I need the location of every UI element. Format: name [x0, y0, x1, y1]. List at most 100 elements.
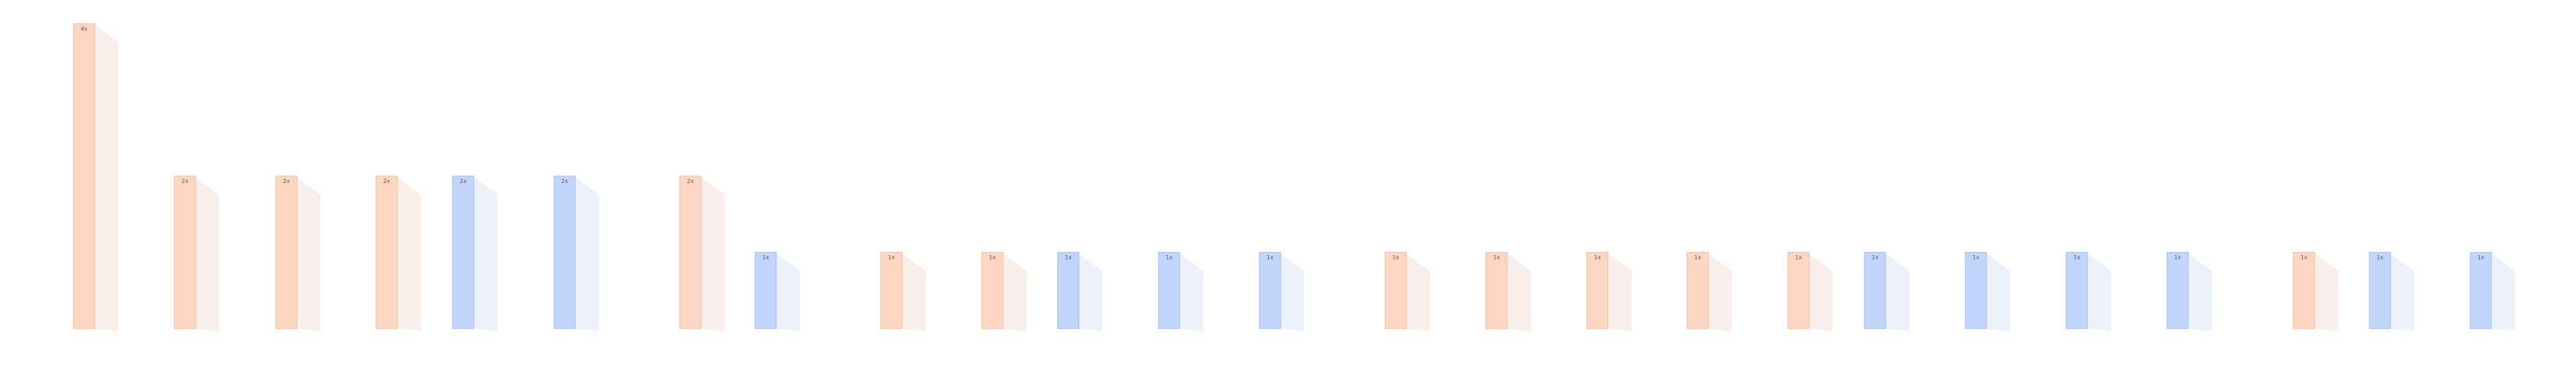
bar — [2166, 252, 2189, 329]
bar-label: 1x — [1972, 255, 1980, 261]
bar-label: 4x — [80, 26, 88, 32]
bar-group: 1x — [2293, 252, 2338, 331]
bar-group: 1x — [880, 252, 926, 331]
bar-shadow — [474, 177, 497, 331]
bar — [275, 175, 298, 329]
bar — [880, 252, 903, 329]
bar-label: 1x — [1594, 255, 1601, 261]
bar-label: 1x — [1065, 255, 1072, 261]
bar-group: 1x — [981, 252, 1027, 331]
bar — [375, 175, 398, 329]
bar-group: 1x — [2470, 252, 2515, 331]
bar — [174, 175, 196, 329]
bar-label: 2x — [283, 179, 290, 185]
bar-shadow — [195, 177, 219, 331]
bar-label: 2x — [687, 179, 694, 185]
bar-group: 4x — [73, 23, 118, 331]
bar — [1259, 252, 1281, 329]
bar-label: 1x — [1493, 255, 1500, 261]
bar-group: 2x — [679, 175, 725, 331]
bar-shadow — [1180, 253, 1203, 331]
bar-shadow — [2315, 253, 2338, 331]
bar-group: 1x — [1965, 252, 2010, 331]
bar-label: 1x — [1165, 255, 1173, 261]
bar-group: 2x — [553, 175, 599, 331]
bar-label: 1x — [1694, 255, 1701, 261]
bar-shadow — [1003, 253, 1027, 331]
bar-shadow — [95, 25, 118, 331]
bar-label: 2x — [459, 179, 467, 185]
bar-label: 1x — [2376, 255, 2384, 261]
bar-shadow — [1708, 253, 1732, 331]
bar-shadow — [2491, 253, 2515, 331]
bar-shadow — [701, 177, 725, 331]
bar-label: 1x — [762, 255, 769, 261]
bar — [2066, 252, 2088, 329]
bar-group: 2x — [375, 175, 421, 331]
bar-shadow — [1281, 253, 1304, 331]
bar — [1787, 252, 1810, 329]
bar-shadow — [575, 177, 599, 331]
bar-label: 1x — [989, 255, 996, 261]
bar — [981, 252, 1004, 329]
bar-label: 1x — [2300, 255, 2308, 261]
bar-group: 1x — [1057, 252, 1102, 331]
bar-shadow — [1986, 253, 2010, 331]
bar-group: 2x — [452, 175, 497, 331]
bar-label: 2x — [561, 179, 568, 185]
bar — [1384, 252, 1407, 329]
bar — [2293, 252, 2315, 329]
bar-group: 1x — [1686, 252, 1732, 331]
bar-label: 1x — [2477, 255, 2484, 261]
bar-group: 1x — [1384, 252, 1430, 331]
bar-shadow — [1079, 253, 1102, 331]
bar — [679, 175, 702, 329]
bar-label: 2x — [181, 179, 189, 185]
bar-shadow — [1507, 253, 1531, 331]
bar-label: 1x — [1392, 255, 1399, 261]
bar — [1485, 252, 1508, 329]
bar-label: 1x — [2073, 255, 2080, 261]
bar-group: 1x — [1787, 252, 1833, 331]
bar-label: 1x — [1266, 255, 1274, 261]
bar-group: 2x — [275, 175, 321, 331]
bar-shadow — [2188, 253, 2212, 331]
bar-label: 1x — [2174, 255, 2181, 261]
bar — [2369, 252, 2391, 329]
bar — [754, 252, 777, 329]
bar — [1158, 252, 1180, 329]
bar-shadow — [1608, 253, 1632, 331]
bar — [1586, 252, 1609, 329]
bar-group: 1x — [754, 252, 800, 331]
bar-group: 1x — [1485, 252, 1531, 331]
bar — [1864, 252, 1886, 329]
bar — [73, 23, 95, 329]
bar-group: 1x — [2166, 252, 2212, 331]
bar-group: 1x — [1586, 252, 1632, 331]
bar-group: 2x — [174, 175, 219, 331]
bar-shadow — [776, 253, 800, 331]
bar — [1965, 252, 1987, 329]
bar-shadow — [1809, 253, 1833, 331]
bar-group: 1x — [2369, 252, 2414, 331]
bar-group: 1x — [2066, 252, 2111, 331]
bar-shadow — [902, 253, 926, 331]
bar-shadow — [2087, 253, 2111, 331]
bar-group: 1x — [1158, 252, 1203, 331]
bars-layer: 4x 2x 2x 2x 2x 2x 2x 1x 1x 1x 1x 1x 1x 1x 1x 1x 1x 1x 1x 1x… — [73, 23, 2515, 331]
bar-label: 1x — [1871, 255, 1879, 261]
bar — [553, 175, 576, 329]
bar — [2470, 252, 2492, 329]
bar-label: 1x — [1795, 255, 1802, 261]
bar-shadow — [1406, 253, 1430, 331]
bar — [452, 175, 474, 329]
bar-group: 1x — [1259, 252, 1304, 331]
bar-shadow — [297, 177, 321, 331]
bar-label: 1x — [888, 255, 895, 261]
bar-shadow — [2390, 253, 2414, 331]
bar — [1686, 252, 1709, 329]
bar-group: 1x — [1864, 252, 1909, 331]
bar-label: 2x — [383, 179, 390, 185]
bar-shadow — [397, 177, 421, 331]
